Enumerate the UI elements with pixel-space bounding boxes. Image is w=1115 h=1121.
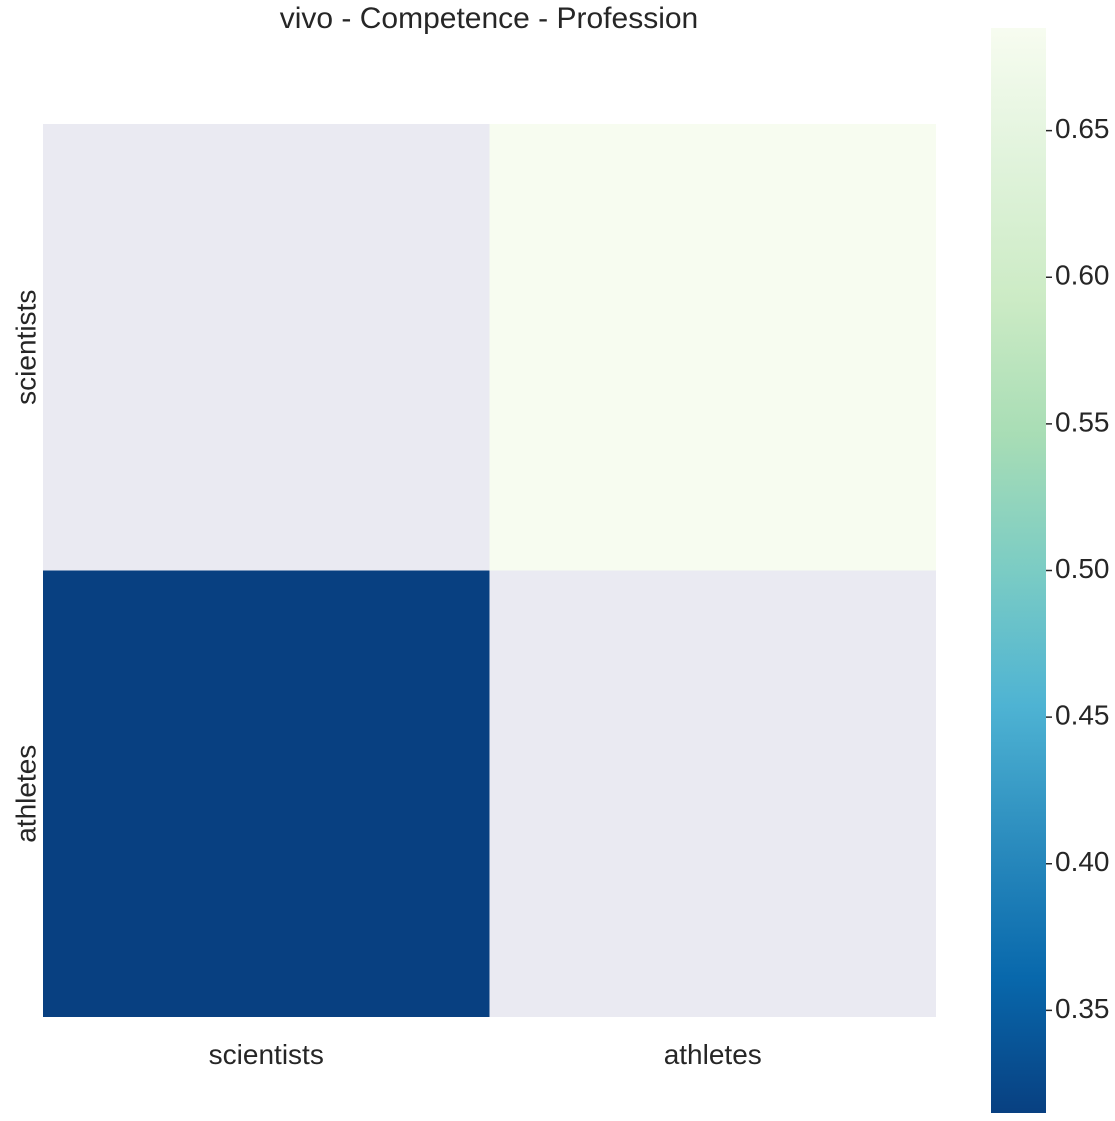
heatmap-cell-scientists-scientists	[43, 124, 490, 571]
colorbar	[991, 28, 1046, 1113]
heatmap-cell-scientists-athletes	[489, 124, 936, 571]
colorbar-tick-label: 0.50	[1055, 553, 1110, 584]
heatmap-cell-athletes-scientists	[43, 570, 490, 1017]
colorbar-tick-label: 0.35	[1055, 993, 1110, 1024]
colorbar-tick-label: 0.65	[1055, 113, 1110, 144]
y-tick-label: scientists	[10, 290, 41, 405]
chart-title: vivo - Competence - Profession	[280, 2, 699, 35]
x-tick-label: athletes	[664, 1039, 762, 1070]
heatmap-cell-athletes-athletes	[489, 570, 936, 1017]
colorbar-tick-label: 0.40	[1055, 846, 1110, 877]
y-tick-label: athletes	[10, 745, 41, 843]
colorbar-ticks: 0.35 0.40 0.45 0.50 0.55 0.60 0.65	[1046, 113, 1110, 1024]
colorbar-tick-label: 0.55	[1055, 406, 1110, 437]
x-axis-ticks: scientists athletes	[209, 1039, 762, 1070]
heatmap-cells	[43, 124, 936, 1017]
y-axis-ticks: scientists athletes	[10, 290, 41, 843]
x-tick-label: scientists	[209, 1039, 324, 1070]
colorbar-tick-label: 0.45	[1055, 700, 1110, 731]
colorbar-tick-label: 0.60	[1055, 260, 1110, 291]
